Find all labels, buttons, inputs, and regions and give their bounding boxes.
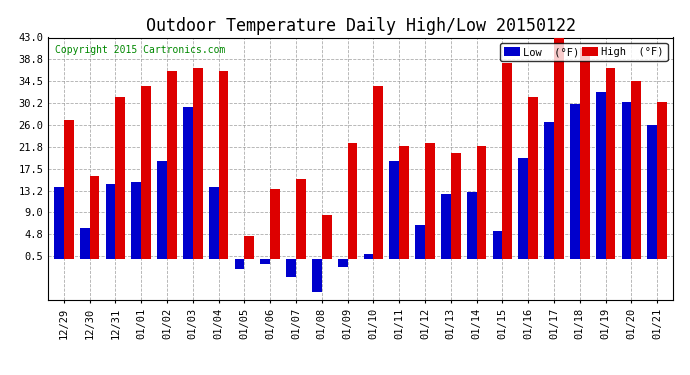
- Bar: [338, 259, 348, 267]
- Bar: [235, 259, 244, 269]
- Bar: [106, 184, 115, 259]
- Text: Copyright 2015 Cartronics.com: Copyright 2015 Cartronics.com: [55, 45, 225, 56]
- Bar: [312, 259, 322, 292]
- Bar: [373, 86, 383, 259]
- Bar: [477, 146, 486, 259]
- Bar: [167, 71, 177, 259]
- Title: Outdoor Temperature Daily High/Low 20150122: Outdoor Temperature Daily High/Low 20150…: [146, 16, 575, 34]
- Bar: [631, 81, 641, 259]
- Bar: [400, 146, 409, 259]
- Bar: [570, 104, 580, 259]
- Bar: [389, 161, 400, 259]
- Bar: [54, 187, 63, 259]
- Bar: [622, 102, 631, 259]
- Bar: [131, 182, 141, 259]
- Bar: [606, 68, 615, 259]
- Bar: [493, 231, 502, 259]
- Bar: [296, 179, 306, 259]
- Bar: [193, 68, 203, 259]
- Bar: [441, 195, 451, 259]
- Bar: [286, 259, 296, 277]
- Bar: [451, 153, 461, 259]
- Bar: [270, 189, 280, 259]
- Bar: [63, 120, 74, 259]
- Bar: [467, 192, 477, 259]
- Bar: [260, 259, 270, 264]
- Bar: [80, 228, 90, 259]
- Bar: [219, 71, 228, 259]
- Bar: [647, 125, 658, 259]
- Legend: Low  (°F), High  (°F): Low (°F), High (°F): [500, 43, 667, 61]
- Bar: [580, 48, 590, 259]
- Bar: [364, 254, 373, 259]
- Bar: [658, 102, 667, 259]
- Bar: [415, 225, 425, 259]
- Bar: [115, 97, 125, 259]
- Bar: [209, 187, 219, 259]
- Bar: [90, 177, 99, 259]
- Bar: [348, 143, 357, 259]
- Bar: [518, 159, 529, 259]
- Bar: [529, 97, 538, 259]
- Bar: [502, 63, 512, 259]
- Bar: [183, 107, 193, 259]
- Bar: [544, 122, 554, 259]
- Bar: [425, 143, 435, 259]
- Bar: [244, 236, 254, 259]
- Bar: [141, 86, 151, 259]
- Bar: [596, 92, 606, 259]
- Bar: [322, 215, 332, 259]
- Bar: [554, 32, 564, 259]
- Bar: [157, 161, 167, 259]
